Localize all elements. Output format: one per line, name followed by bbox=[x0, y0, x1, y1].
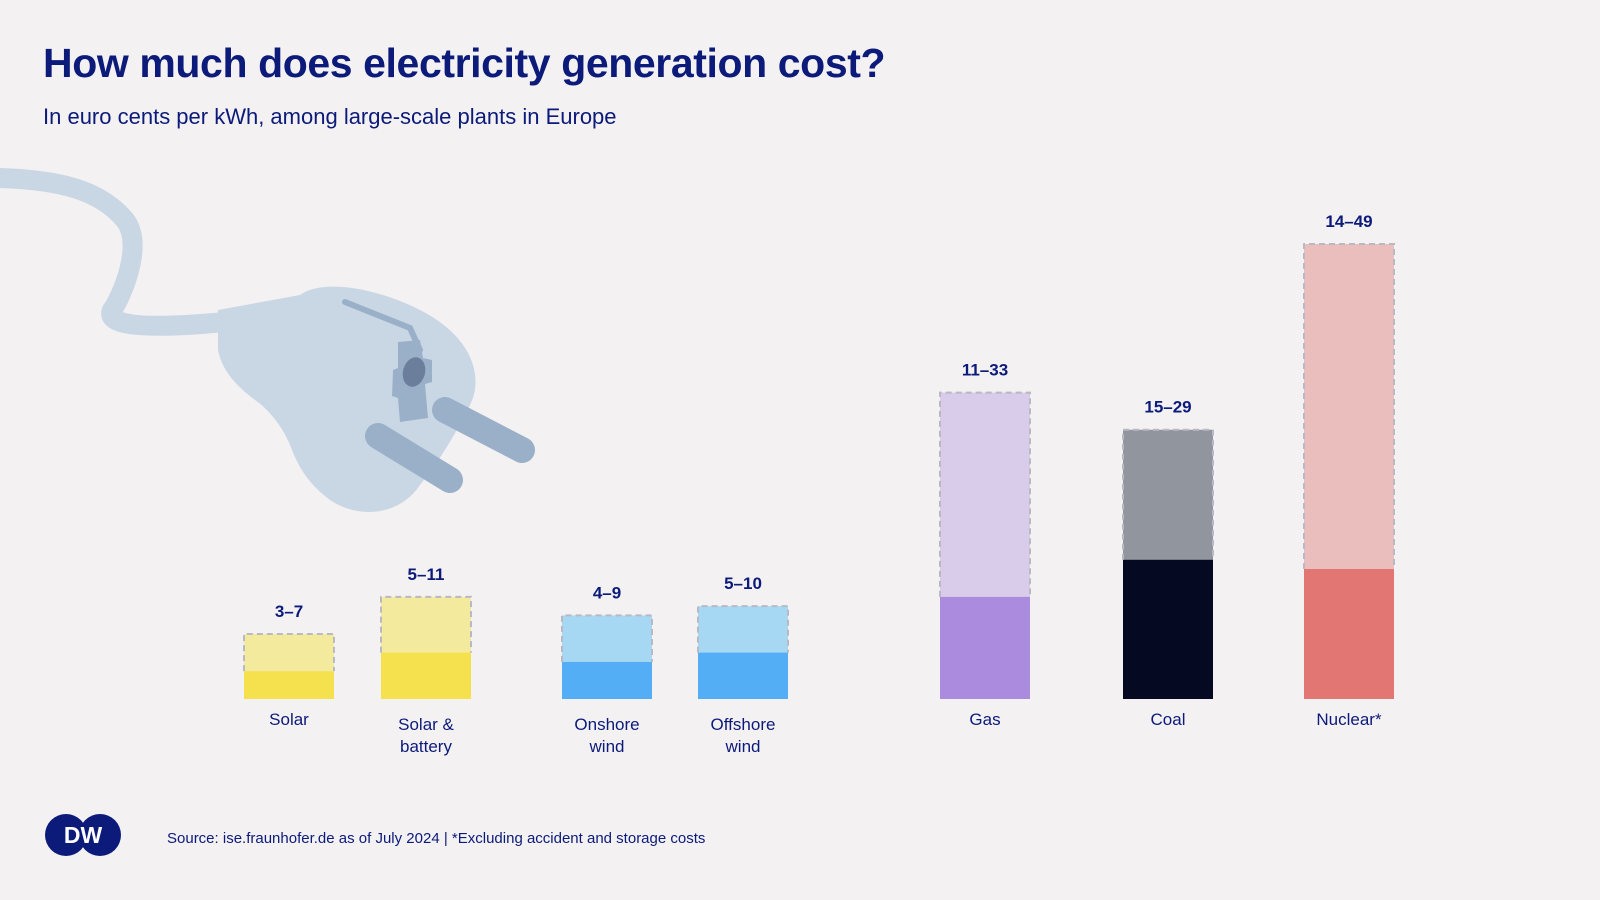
bar-range-outline-onshore-wind bbox=[561, 614, 653, 662]
bar-value-label-coal: 15–29 bbox=[1144, 398, 1191, 417]
bar-range-outline-solar-battery bbox=[380, 595, 472, 653]
bar-lower-nuclear bbox=[1304, 569, 1394, 699]
svg-text:DW: DW bbox=[64, 822, 103, 848]
bar-value-label-solar-battery: 5–11 bbox=[408, 565, 445, 584]
source-note: Source: ise.fraunhofer.de as of July 202… bbox=[167, 830, 706, 847]
bar-lower-coal bbox=[1123, 559, 1213, 699]
bar-lower-onshore-wind bbox=[562, 661, 652, 699]
category-label-gas: Gas bbox=[969, 710, 1000, 729]
bar-value-label-offshore-wind: 5–10 bbox=[724, 574, 762, 593]
power-plug-icon bbox=[0, 168, 535, 512]
bar-group-nuclear: 14–49 Nuclear* bbox=[1303, 212, 1395, 729]
dw-logo: DW bbox=[45, 814, 121, 856]
bar-group-gas: 11–33 Gas bbox=[939, 361, 1031, 729]
bar-group-offshore-wind: 5–10 Offshore wind bbox=[697, 574, 789, 756]
category-label-offshore-wind: Offshore wind bbox=[711, 715, 776, 756]
bar-range-outline-nuclear bbox=[1303, 243, 1395, 569]
bar-range-outline-coal bbox=[1122, 428, 1214, 560]
bar-value-label-gas: 11–33 bbox=[962, 361, 1008, 380]
category-label-onshore-wind: Onshore wind bbox=[574, 715, 639, 756]
chart-title: How much does electricity generation cos… bbox=[43, 40, 886, 86]
bar-group-onshore-wind: 4–9 Onshore wind bbox=[561, 583, 653, 756]
bar-range-outline-solar bbox=[243, 633, 335, 672]
bar-value-label-nuclear: 14–49 bbox=[1325, 212, 1372, 231]
category-label-solar-battery: Solar & battery bbox=[398, 715, 454, 756]
bar-upper-solar-battery bbox=[381, 596, 471, 653]
chart-subtitle: In euro cents per kWh, among large-scale… bbox=[43, 104, 617, 129]
category-label-coal: Coal bbox=[1151, 710, 1186, 729]
bar-lower-gas bbox=[940, 596, 1030, 699]
bar-range-outline-offshore-wind bbox=[697, 605, 789, 653]
bar-value-label-onshore-wind: 4–9 bbox=[593, 583, 621, 602]
category-label-nuclear: Nuclear* bbox=[1316, 710, 1382, 729]
category-label-solar: Solar bbox=[269, 710, 309, 729]
bar-value-label-solar: 3–7 bbox=[275, 602, 303, 621]
bar-upper-offshore-wind bbox=[698, 606, 788, 653]
bar-lower-solar bbox=[244, 671, 334, 699]
bar-upper-nuclear bbox=[1304, 244, 1394, 569]
bar-upper-coal bbox=[1123, 429, 1213, 560]
bar-group-solar: 3–7 Solar bbox=[243, 602, 335, 729]
bar-lower-solar-battery bbox=[381, 652, 471, 699]
bar-upper-onshore-wind bbox=[562, 615, 652, 662]
bar-group-coal: 15–29 Coal bbox=[1122, 398, 1214, 729]
bar-upper-solar bbox=[244, 634, 334, 672]
bar-range-outline-gas bbox=[939, 391, 1031, 597]
bar-group-solar-battery: 5–11 Solar & battery bbox=[380, 565, 472, 756]
bar-lower-offshore-wind bbox=[698, 652, 788, 699]
bar-upper-gas bbox=[940, 392, 1030, 597]
